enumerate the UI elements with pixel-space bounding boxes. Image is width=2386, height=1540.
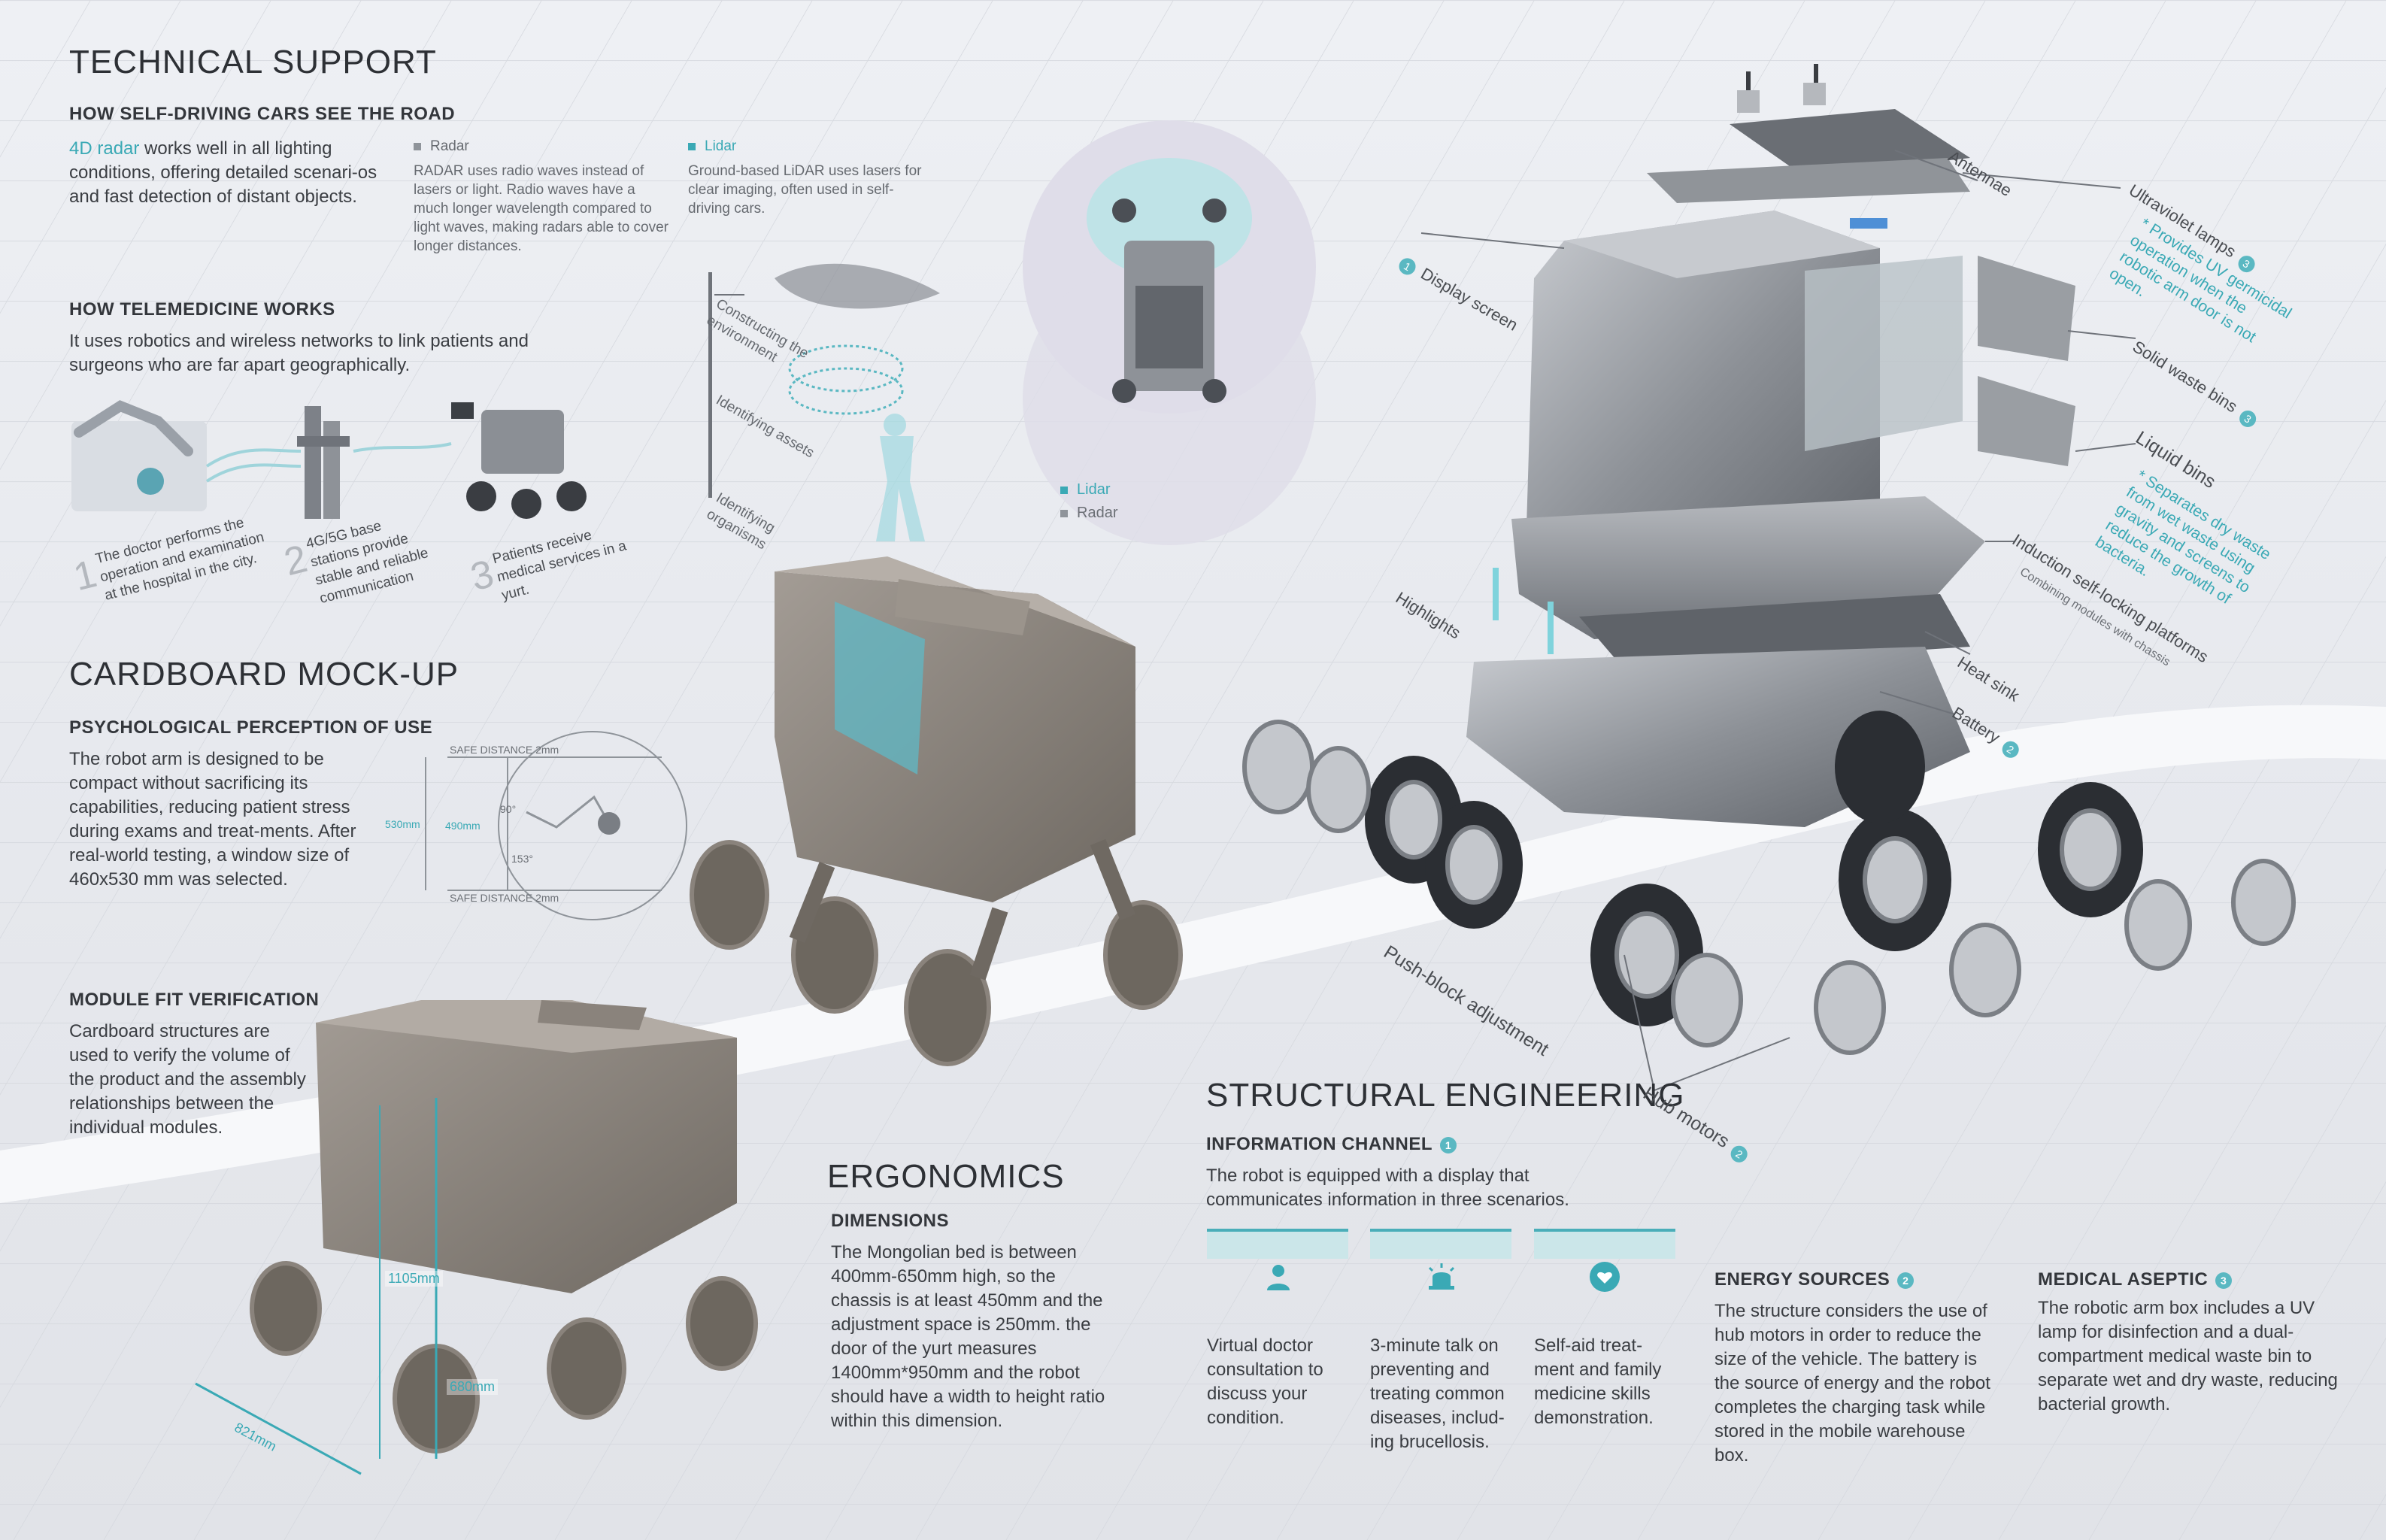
radar-info: Radar RADAR uses radio waves instead of … (414, 137, 669, 256)
radar-desc: RADAR uses radio waves instead of lasers… (414, 163, 669, 254)
telemedicine-illustrations (71, 400, 587, 519)
alarm-icon (1425, 1262, 1458, 1292)
perception-text: The robot arm is designed to be compact … (69, 749, 356, 890)
energy-heading: ENERGY SOURCES 2 (1714, 1269, 1915, 1290)
radar-link[interactable]: 4D radar (69, 138, 140, 159)
cardboard-title: CARDBOARD MOCK-UP (69, 656, 459, 693)
module-text: Cardboard structures are used to verify … (69, 1021, 306, 1138)
structural-title: STRUCTURAL ENGINEERING (1206, 1077, 1685, 1114)
energy-text: The structure considers the use of hub m… (1714, 1301, 1990, 1466)
dimensions-heading: DIMENSIONS (831, 1211, 950, 1231)
legend-radar: Radar (1077, 505, 1118, 521)
angle-153-label: 153° (511, 853, 533, 865)
lidar-label: Lidar (705, 138, 737, 154)
height-530-label: 530mm (385, 818, 420, 830)
sensor-field-diagram (1023, 120, 1316, 545)
dim-680-label: 680mm (447, 1379, 499, 1395)
ergonomics-title: ERGONOMICS (827, 1158, 1065, 1195)
card-text-1: Virtual doctor consultation to discuss y… (1207, 1335, 1323, 1428)
perception-heading: PSYCHOLOGICAL PERCEPTION OF USE (69, 717, 433, 738)
lidar-legend-icon (1060, 486, 1068, 494)
info-channel-text: The robot is equipped with a display tha… (1206, 1166, 1569, 1210)
module-heading: MODULE FIT VERIFICATION (69, 990, 320, 1010)
aseptic-text: The robotic arm box includes a UV lamp f… (2038, 1298, 2338, 1414)
telemedicine-text: It uses robotics and wireless networks t… (69, 331, 529, 375)
person-icon (1263, 1262, 1293, 1292)
card-text-2: 3-minute talk on preventing and treating… (1370, 1335, 1505, 1452)
safe-distance-bottom: SAFE DISTANCE 2mm (450, 892, 559, 904)
heart-shield-icon (1588, 1260, 1621, 1293)
aseptic-heading: MEDICAL ASEPTIC 3 (2038, 1269, 2233, 1290)
safe-distance-top: SAFE DISTANCE 2mm (450, 744, 559, 756)
exploded-robot (1242, 64, 2296, 1055)
radar-intro: 4D radar works well in all lighting cond… (69, 137, 400, 209)
aseptic-label: MEDICAL ASEPTIC (2038, 1269, 2209, 1290)
lidar-square-icon (688, 142, 696, 150)
legend-lidar: Lidar (1077, 481, 1111, 498)
width-490-label: 490mm (445, 820, 481, 832)
radar-intro-text: works well in all lighting conditions, o… (69, 138, 377, 207)
lidar-desc: Ground-based LiDAR uses lasers for clear… (688, 163, 922, 217)
lidar-info: Lidar Ground-based LiDAR uses lasers for… (688, 137, 929, 218)
cardboard-robot-low (195, 1000, 758, 1475)
selfdriving-heading: HOW SELF-DRIVING CARS SEE THE ROAD (69, 104, 456, 124)
dimensions-text: The Mongolian bed is between 400mm-650mm… (831, 1242, 1105, 1431)
aseptic-badge: 3 (2215, 1272, 2233, 1289)
telemedicine-heading: HOW TELEMEDICINE WORKS (69, 299, 335, 320)
technical-support-title: TECHNICAL SUPPORT (69, 44, 437, 80)
info-channel-heading: INFORMATION CHANNEL 1 (1206, 1134, 1457, 1155)
window-size-diagram (425, 731, 687, 920)
card-text-3: Self-aid treat-ment and family medicine … (1534, 1335, 1662, 1428)
energy-label: ENERGY SOURCES (1714, 1269, 1890, 1290)
info-badge: 1 (1440, 1136, 1457, 1153)
lidar-diagram (708, 263, 940, 541)
energy-badge: 2 (1897, 1272, 1915, 1289)
sensor-legend: Lidar Radar (1060, 481, 1117, 522)
cardboard-robot-upright (690, 556, 1183, 1066)
dim-1105-label: 1105mm (385, 1271, 443, 1287)
info-card-headers (1207, 1229, 1675, 1259)
radar-label: Radar (430, 138, 469, 154)
info-channel-label: INFORMATION CHANNEL (1206, 1134, 1433, 1154)
callout-lines (1420, 150, 2136, 1091)
angle-90-label: 90° (500, 803, 517, 815)
radar-legend-icon (1060, 509, 1068, 517)
radar-square-icon (414, 142, 421, 150)
